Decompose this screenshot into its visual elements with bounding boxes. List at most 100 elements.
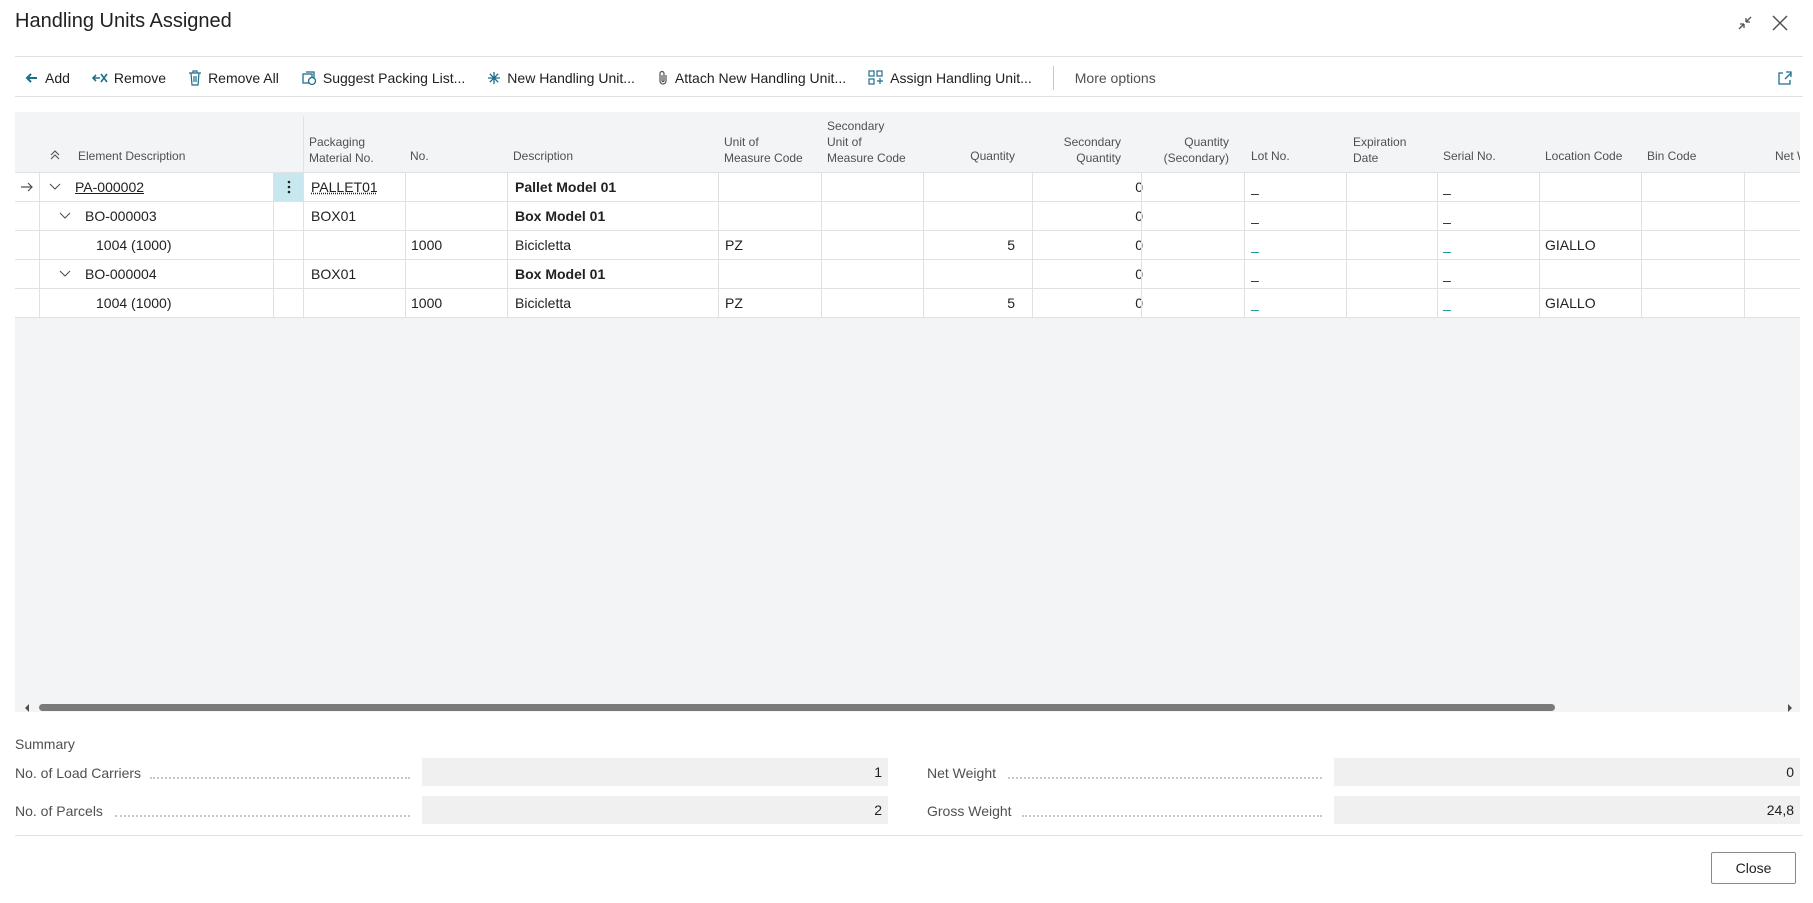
collapse-button[interactable] bbox=[1732, 10, 1758, 36]
cell-divider bbox=[1539, 260, 1540, 288]
col-element-description[interactable]: Element Description bbox=[78, 149, 186, 163]
lot-no[interactable]: _ bbox=[1251, 266, 1259, 282]
item-no[interactable]: 1000 bbox=[411, 237, 443, 253]
new-handling-unit-button[interactable]: New Handling Unit... bbox=[476, 62, 646, 94]
chevron-down-icon[interactable] bbox=[59, 212, 71, 220]
table-row[interactable]: 1004 (1000) 1000 Bicicletta PZ 5 0 _ _ G… bbox=[15, 230, 1800, 259]
cell-divider bbox=[273, 173, 274, 201]
cell-divider bbox=[718, 260, 719, 288]
description[interactable]: Bicicletta bbox=[515, 237, 572, 253]
location-code[interactable]: GIALLO bbox=[1545, 295, 1596, 311]
col-suom-line2: Unit of bbox=[827, 135, 862, 149]
col-no[interactable]: No. bbox=[410, 149, 429, 163]
element-description[interactable]: 1004 (1000) bbox=[96, 295, 172, 311]
cell-divider bbox=[1437, 231, 1438, 259]
description[interactable]: Bicicletta bbox=[515, 295, 572, 311]
serial-no[interactable]: _ bbox=[1443, 266, 1451, 282]
packaging-material-no[interactable]: BOX01 bbox=[311, 266, 357, 282]
serial-no[interactable]: _ bbox=[1443, 208, 1451, 224]
share-button[interactable] bbox=[1766, 62, 1803, 94]
cell-divider bbox=[1346, 202, 1347, 230]
secondary-quantity[interactable]: 0 bbox=[1135, 295, 1143, 311]
col-location-code[interactable]: Location Code bbox=[1545, 149, 1623, 163]
serial-no[interactable]: _ bbox=[1443, 237, 1451, 253]
horizontal-scrollbar[interactable] bbox=[15, 700, 1800, 714]
close-button[interactable]: Close bbox=[1711, 852, 1796, 884]
assign-handling-unit-button[interactable]: Assign Handling Unit... bbox=[857, 62, 1043, 94]
col-quantity[interactable]: Quantity bbox=[970, 149, 1015, 163]
row-actions-button[interactable] bbox=[274, 173, 303, 201]
chevron-down-icon[interactable] bbox=[59, 270, 71, 278]
col-secondary-uom[interactable]: Secondary Unit of Measure Code bbox=[827, 118, 906, 166]
lot-no[interactable]: _ bbox=[1251, 208, 1259, 224]
serial-no[interactable]: _ bbox=[1443, 295, 1451, 311]
col-secondary-quantity[interactable]: Secondary Quantity bbox=[1015, 134, 1121, 166]
scroll-right-icon[interactable] bbox=[1786, 703, 1794, 713]
serial-no[interactable]: _ bbox=[1443, 179, 1451, 195]
quantity[interactable] bbox=[925, 260, 1015, 288]
col-net-weight[interactable]: Net W bbox=[1775, 149, 1800, 163]
description[interactable]: Box Model 01 bbox=[515, 266, 606, 282]
packaging-material-no[interactable]: PALLET01 bbox=[311, 179, 378, 195]
secondary-quantity[interactable]: 0 bbox=[1135, 266, 1143, 282]
table-row[interactable]: BO-000003 BOX01 Box Model 01 0 _ _ bbox=[15, 201, 1800, 230]
col-bin-code[interactable]: Bin Code bbox=[1647, 149, 1697, 163]
close-dialog-button[interactable] bbox=[1767, 10, 1793, 36]
table-row[interactable]: 1004 (1000) 1000 Bicicletta PZ 5 0 _ _ G… bbox=[15, 288, 1800, 318]
col-description[interactable]: Description bbox=[513, 149, 574, 163]
lot-no[interactable]: _ bbox=[1251, 179, 1259, 195]
attach-new-handling-unit-button[interactable]: Attach New Handling Unit... bbox=[646, 62, 857, 94]
col-serial-no[interactable]: Serial No. bbox=[1443, 149, 1496, 163]
lot-no[interactable]: _ bbox=[1251, 295, 1259, 311]
col-packaging-line1: Packaging bbox=[309, 135, 366, 149]
description[interactable]: Pallet Model 01 bbox=[515, 179, 617, 195]
cell-divider bbox=[1437, 173, 1438, 201]
unit-of-measure[interactable]: PZ bbox=[725, 237, 743, 253]
suggest-packing-list-button[interactable]: Suggest Packing List... bbox=[290, 62, 476, 94]
element-description[interactable]: BO-000003 bbox=[85, 208, 157, 224]
scrollbar-thumb[interactable] bbox=[39, 704, 1555, 711]
attach-new-handling-unit-label: Attach New Handling Unit... bbox=[674, 70, 847, 86]
quantity[interactable]: 5 bbox=[1007, 295, 1015, 311]
col-uom-line2: Measure Code bbox=[724, 151, 803, 165]
secondary-quantity[interactable]: 0 bbox=[1135, 208, 1143, 224]
table-row[interactable]: PA-000002 PALLET01 Pallet Model 01 0 _ _ bbox=[15, 172, 1800, 201]
quantity[interactable]: 5 bbox=[1007, 237, 1015, 253]
net-weight-value: 0 bbox=[1334, 758, 1800, 786]
cell-divider bbox=[273, 260, 274, 288]
cell-divider bbox=[1141, 231, 1142, 259]
col-secq-line1: Secondary bbox=[1063, 135, 1121, 149]
col-packaging-material-no[interactable]: Packaging Material No. bbox=[309, 134, 374, 166]
collapse-all-icon[interactable] bbox=[48, 148, 62, 162]
quantity[interactable] bbox=[925, 173, 1015, 201]
cell-divider bbox=[507, 289, 508, 317]
remove-button[interactable]: Remove bbox=[81, 62, 177, 94]
scroll-left-icon[interactable] bbox=[23, 703, 31, 713]
col-quantity-secondary[interactable]: Quantity (Secondary) bbox=[1125, 134, 1229, 166]
col-expiration-date[interactable]: Expiration Date bbox=[1353, 134, 1406, 166]
parcels-value: 2 bbox=[422, 796, 888, 824]
element-description[interactable]: BO-000004 bbox=[85, 266, 157, 282]
secondary-quantity[interactable]: 0 bbox=[1135, 179, 1143, 195]
add-button[interactable]: Add bbox=[15, 62, 81, 94]
col-unit-of-measure[interactable]: Unit of Measure Code bbox=[724, 134, 803, 166]
packaging-material-no[interactable]: BOX01 bbox=[311, 208, 357, 224]
item-no[interactable]: 1000 bbox=[411, 295, 443, 311]
chevron-down-icon[interactable] bbox=[49, 183, 61, 191]
remove-all-button[interactable]: Remove All bbox=[177, 62, 290, 94]
lot-no[interactable]: _ bbox=[1251, 237, 1259, 253]
location-code[interactable]: GIALLO bbox=[1545, 237, 1596, 253]
cell-divider bbox=[1539, 289, 1540, 317]
quantity[interactable] bbox=[925, 202, 1015, 230]
unit-of-measure[interactable]: PZ bbox=[725, 295, 743, 311]
gross-weight-value: 24,8 bbox=[1334, 796, 1800, 824]
cell-divider bbox=[1032, 289, 1033, 317]
element-description[interactable]: PA-000002 bbox=[75, 179, 145, 195]
table-row[interactable]: BO-000004 BOX01 Box Model 01 0 _ _ bbox=[15, 259, 1800, 288]
col-lot-no[interactable]: Lot No. bbox=[1251, 149, 1290, 163]
secondary-quantity[interactable]: 0 bbox=[1135, 237, 1143, 253]
cell-divider bbox=[1437, 260, 1438, 288]
description[interactable]: Box Model 01 bbox=[515, 208, 606, 224]
element-description[interactable]: 1004 (1000) bbox=[96, 237, 172, 253]
more-options-button[interactable]: More options bbox=[1074, 70, 1156, 86]
